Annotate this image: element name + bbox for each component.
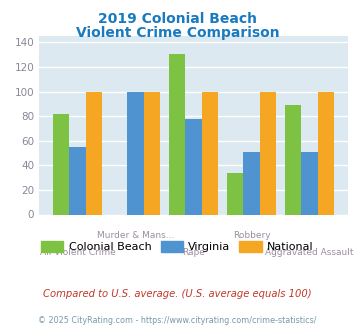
Text: All Violent Crime: All Violent Crime bbox=[39, 248, 115, 257]
Bar bbox=[301, 152, 318, 214]
Legend: Colonial Beach, Virginia, National: Colonial Beach, Virginia, National bbox=[37, 237, 318, 257]
Text: © 2025 CityRating.com - https://www.cityrating.com/crime-statistics/: © 2025 CityRating.com - https://www.city… bbox=[38, 316, 317, 325]
Bar bbox=[202, 92, 218, 214]
Text: Compared to U.S. average. (U.S. average equals 100): Compared to U.S. average. (U.S. average … bbox=[43, 289, 312, 299]
Bar bbox=[260, 92, 276, 214]
Bar bbox=[53, 114, 69, 214]
Bar bbox=[69, 147, 86, 214]
Text: Aggravated Assault: Aggravated Assault bbox=[265, 248, 354, 257]
Bar bbox=[318, 92, 334, 214]
Bar bbox=[127, 92, 143, 214]
Bar bbox=[185, 119, 202, 214]
Bar bbox=[169, 53, 185, 214]
Text: Rape: Rape bbox=[182, 248, 205, 257]
Text: 2019 Colonial Beach: 2019 Colonial Beach bbox=[98, 12, 257, 25]
Text: Violent Crime Comparison: Violent Crime Comparison bbox=[76, 26, 279, 40]
Bar bbox=[227, 173, 244, 214]
Bar bbox=[86, 92, 102, 214]
Text: Murder & Mans...: Murder & Mans... bbox=[97, 231, 174, 240]
Text: Robbery: Robbery bbox=[233, 231, 270, 240]
Bar bbox=[143, 92, 160, 214]
Bar bbox=[244, 152, 260, 214]
Bar bbox=[285, 105, 301, 214]
